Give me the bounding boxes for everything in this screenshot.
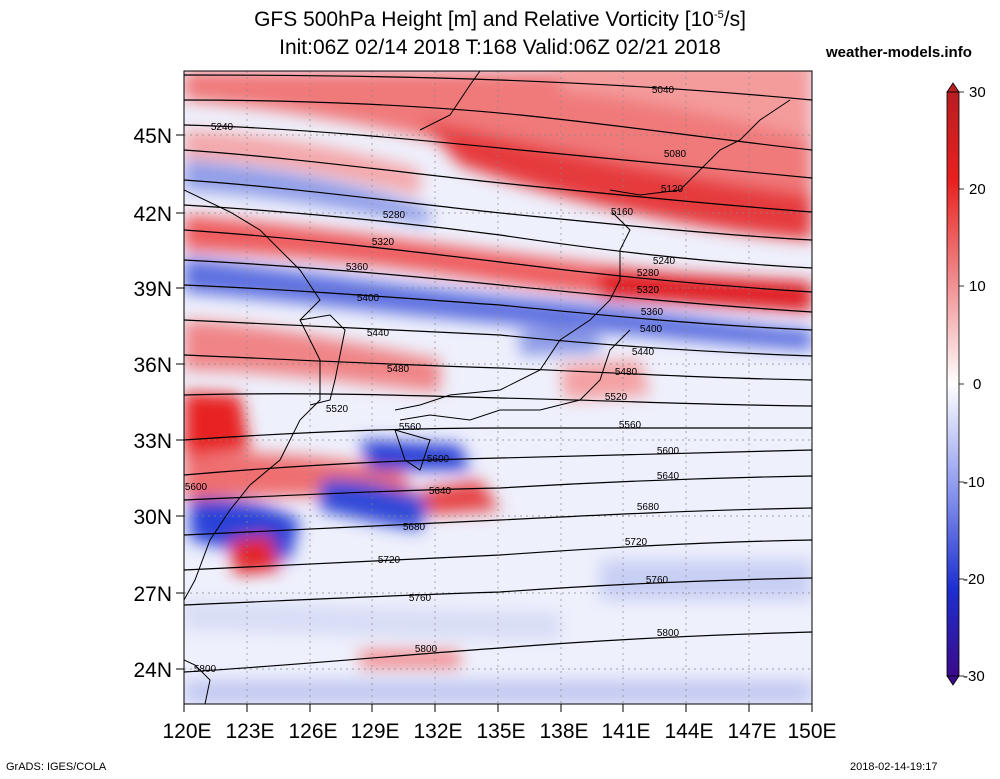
contour-label: 5640 [657,471,680,482]
lon-label: 141E [601,720,650,743]
colorbar-gradient [946,91,960,677]
colorbar-tick: 20 [969,181,986,198]
colorbar-tick: -10 [963,474,985,491]
footer-software: GrADS: IGES/COLA [6,761,107,773]
contour-label: 5240 [211,122,234,133]
contour-label: 5680 [403,522,426,533]
lon-label: 138E [539,720,588,743]
contour-label: 5120 [661,184,684,195]
contour-label: 5600 [427,454,450,465]
lon-label: 150E [787,720,836,743]
colorbar-tick: -30 [963,668,985,685]
colorbar-min-arrow [946,675,960,686]
footer-timestamp: 2018-02-14-19:17 [850,761,938,773]
contour-label: 5440 [632,347,655,358]
contour-label: 5080 [664,149,687,160]
contour-label: 5040 [652,85,675,96]
contour-label: 5480 [387,364,410,375]
lat-label: 36N [133,354,172,377]
lon-label: 123E [225,720,274,743]
contour-label: 5320 [372,237,395,248]
lon-label: 147E [727,720,776,743]
lat-label: 33N [133,430,172,453]
contour-label: 5720 [378,555,401,566]
contour-label: 5800 [657,628,680,639]
contour-label: 5640 [429,486,452,497]
colorbar-tick: 30 [969,84,986,101]
axis-ticks [176,134,813,712]
contour-label: 5560 [399,422,422,433]
contour-label: 5600 [185,482,208,493]
lat-label: 24N [133,659,172,682]
contour-labels: 5040 5080 5120 5160 5240 5240 5280 5280 … [185,85,687,675]
lon-label: 120E [162,720,211,743]
contour-label: 5440 [367,328,390,339]
lon-label: 132E [413,720,462,743]
contour-label: 5280 [637,268,660,279]
lon-labels: 120E 123E 126E 129E 132E 135E 138E 141E … [162,720,836,743]
lat-labels: 45N 42N 39N 36N 33N 30N 27N 24N [133,125,172,682]
lat-label: 27N [133,583,172,606]
site-label: weather-models.info [826,44,972,61]
lat-label: 45N [133,125,172,148]
contour-label: 5480 [615,367,638,378]
colorbar-tick: 0 [973,376,981,393]
contour-label: 5560 [619,420,642,431]
colorbar-tick: 10 [969,278,986,295]
contour-label: 5800 [415,644,438,655]
height-contours [184,74,812,673]
contour-label: 5240 [653,256,676,267]
contour-label: 5360 [346,262,369,273]
colorbar-tick: -20 [963,571,985,588]
lat-label: 30N [133,506,172,529]
contour-label: 5680 [637,502,660,513]
contour-label: 5400 [640,324,663,335]
colorbar: 30 20 10 0 -10 -20 -30 [946,82,986,686]
contour-label: 5520 [605,392,628,403]
lon-label: 135E [476,720,525,743]
contour-label: 5360 [641,307,664,318]
contour-label: 5600 [657,446,680,457]
lon-label: 126E [288,720,337,743]
contour-label: 5320 [637,285,660,296]
lon-label: 144E [664,720,713,743]
contour-label: 5400 [357,293,380,304]
chart-subtitle: Init:06Z 02/14 2018 T:168 Valid:06Z 02/2… [279,36,721,59]
lon-label: 129E [350,720,399,743]
colorbar-max-arrow [946,82,960,93]
contour-label: 5760 [646,575,669,586]
contour-label: 5160 [611,207,634,218]
contour-label: 5280 [383,210,406,221]
contour-label: 5760 [409,593,432,604]
coastlines [184,71,791,704]
lat-label: 42N [133,203,172,226]
chart-title: GFS 500hPa Height [m] and Relative Vorti… [254,8,746,31]
lat-label: 39N [133,278,172,301]
contour-label: 5520 [326,404,349,415]
contour-label: 5800 [194,664,217,675]
contour-label: 5720 [625,537,648,548]
